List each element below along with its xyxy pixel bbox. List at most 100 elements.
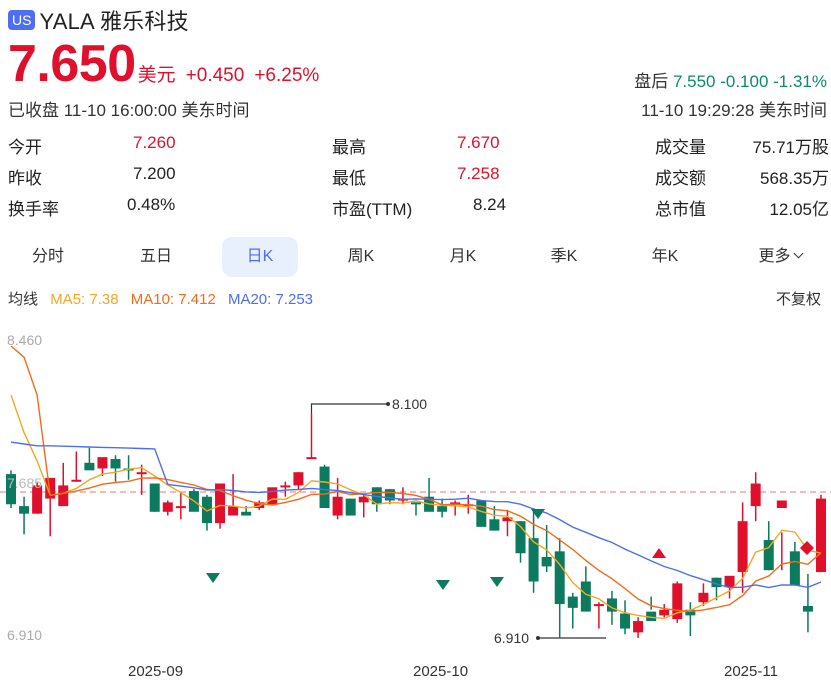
candle[interactable] — [58, 485, 69, 507]
candle[interactable] — [45, 477, 56, 499]
candle[interactable] — [175, 506, 186, 509]
tab-monthly-k[interactable]: 月K — [449, 248, 477, 265]
candle[interactable] — [110, 459, 121, 469]
stats-row: 昨收 7.200 最低 7.258 成交额 568.35万 — [8, 164, 829, 195]
tab-intraday[interactable]: 分时 — [31, 248, 64, 265]
price-row: 7.650 美元 +0.450 +6.25% — [8, 36, 319, 92]
candle[interactable] — [515, 521, 526, 554]
stat-value: 8.24 — [473, 195, 507, 214]
tab-weekly-k[interactable]: 周K — [347, 248, 375, 265]
candle[interactable] — [737, 521, 748, 573]
candle[interactable] — [802, 605, 813, 612]
price-change-pct: +6.25% — [254, 65, 320, 86]
tab-more-label: 更多 — [758, 248, 791, 265]
period-tabs: 分时 五日 日K 周K 月K 季K 年K 更多 — [0, 237, 831, 277]
candle[interactable] — [620, 613, 631, 629]
ma20-line — [10, 441, 822, 589]
candle[interactable] — [215, 483, 226, 524]
candle[interactable] — [293, 472, 304, 486]
stat-label: 最低 — [332, 169, 366, 188]
candle[interactable] — [411, 502, 421, 505]
stats-row: 今开 7.260 最高 7.670 成交量 75.71万股 — [8, 133, 829, 164]
candle[interactable] — [633, 621, 644, 633]
candle[interactable] — [201, 496, 212, 524]
candle[interactable] — [228, 506, 239, 516]
sell-signal-icon — [531, 509, 545, 519]
candle[interactable] — [580, 581, 591, 612]
candle[interactable] — [567, 596, 578, 608]
candle[interactable] — [672, 583, 683, 620]
tab-daily-k[interactable]: 日K — [222, 237, 298, 277]
stat-value: 7.200 — [133, 164, 176, 183]
candle[interactable] — [306, 457, 317, 460]
candle[interactable] — [358, 496, 369, 503]
ma10-value: MA10: 7.412 — [130, 291, 216, 308]
tab-quarterly-k[interactable]: 季K — [550, 248, 578, 265]
candle[interactable] — [6, 474, 16, 505]
candle[interactable] — [384, 489, 395, 501]
after-hours-time: 11-10 19:29:28 美东时间 — [641, 101, 827, 120]
stats-grid: 今开 7.260 最高 7.670 成交量 75.71万股 昨收 7.200 最… — [8, 133, 829, 226]
stat-label: 成交量 — [655, 138, 706, 157]
stat-value: 7.670 — [457, 133, 500, 152]
candle[interactable] — [489, 519, 500, 531]
diamond-marker-icon — [800, 541, 814, 555]
after-hours-label: 盘后 — [634, 72, 669, 91]
stock-header: US YALA 雅乐科技 — [8, 4, 189, 36]
candle[interactable] — [254, 502, 265, 509]
candle[interactable] — [84, 462, 95, 471]
candle[interactable] — [646, 611, 657, 622]
after-hours-quote: 盘后 7.550 -0.100 -1.31% — [634, 67, 827, 92]
candle[interactable] — [149, 483, 160, 512]
price-unit: 美元 — [137, 65, 176, 86]
candle[interactable] — [724, 575, 735, 588]
candle[interactable] — [332, 496, 343, 516]
high-marker-line — [310, 403, 388, 414]
candlestick-chart[interactable] — [0, 320, 831, 660]
market-badge: US — [8, 10, 36, 30]
candle[interactable] — [476, 500, 487, 527]
candle[interactable] — [776, 500, 787, 509]
candle[interactable] — [789, 551, 800, 586]
candle[interactable] — [267, 487, 278, 505]
adjust-mode-button[interactable]: 不复权 — [775, 291, 821, 308]
candle[interactable] — [698, 592, 709, 603]
candle[interactable] — [593, 604, 604, 607]
stat-label: 市盈(TTM) — [332, 200, 413, 219]
y-axis-mid: 7.685 — [7, 475, 43, 491]
x-axis-label: 2025-09 — [128, 663, 184, 680]
sell-signal-icon — [206, 573, 220, 583]
tab-yearly-k[interactable]: 年K — [651, 248, 679, 265]
ma-legend: 均线 MA5: 7.38 MA10: 7.412 MA20: 7.253 不复权 — [8, 288, 829, 309]
tab-more[interactable]: 更多 — [740, 237, 820, 277]
candle[interactable] — [71, 479, 82, 482]
sell-signal-icon — [436, 580, 450, 590]
candle[interactable] — [502, 517, 513, 522]
candle[interactable] — [541, 556, 552, 567]
candle[interactable] — [816, 498, 826, 573]
candle[interactable] — [711, 577, 722, 588]
candle[interactable] — [97, 457, 108, 469]
sell-signal-icon — [490, 577, 504, 587]
tab-five-day[interactable]: 五日 — [139, 248, 172, 265]
candle[interactable] — [528, 538, 539, 582]
candle[interactable] — [554, 551, 565, 605]
candle[interactable] — [685, 609, 696, 616]
candle[interactable] — [763, 540, 774, 571]
candle[interactable] — [241, 511, 252, 516]
candle[interactable] — [162, 502, 173, 512]
candle[interactable] — [345, 498, 356, 516]
candle[interactable] — [606, 598, 617, 612]
stat-value: 568.35万 — [760, 169, 829, 188]
candle[interactable] — [659, 609, 670, 616]
candle[interactable] — [750, 483, 761, 507]
candle[interactable] — [450, 502, 461, 505]
stat-label: 今开 — [8, 138, 42, 157]
candle[interactable] — [19, 506, 30, 514]
stat-value: 0.48% — [127, 195, 176, 214]
candle[interactable] — [280, 485, 291, 488]
candle[interactable] — [319, 466, 330, 509]
candle[interactable] — [32, 485, 43, 514]
candle[interactable] — [136, 472, 147, 475]
candle[interactable] — [437, 506, 448, 512]
